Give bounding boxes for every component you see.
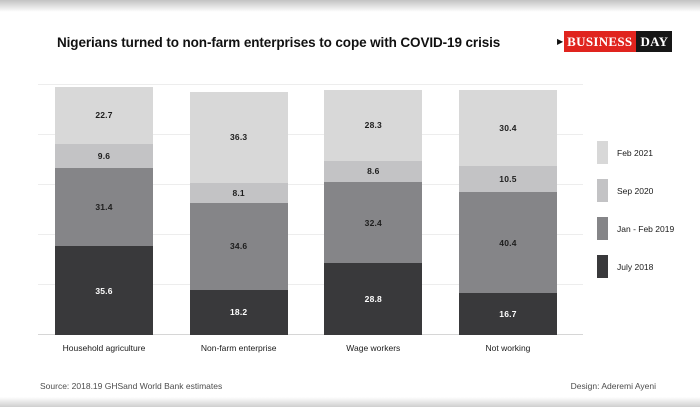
bar-segment: 32.4 [324, 182, 423, 263]
bar-not-working: 30.4 10.5 40.4 16.7 [458, 85, 557, 335]
source-note: Source: 2018.19 GHSand World Bank estima… [40, 381, 223, 391]
bar-segment: 40.4 [458, 192, 557, 294]
segment-value-label: 28.8 [364, 294, 382, 304]
bar-segment: 36.3 [189, 92, 288, 183]
legend-item-sep-2020: Sep 2020 [597, 179, 674, 202]
legend-label: Jan - Feb 2019 [617, 223, 675, 234]
bar-household-agriculture: 22.7 9.6 31.4 35.6 [55, 85, 153, 335]
legend: Feb 2021 Sep 2020 Jan - Feb 2019 July 2018 [597, 141, 674, 293]
category-label: Not working [485, 343, 531, 353]
category-label: Household agriculture [62, 343, 146, 353]
segment-value-label: 28.3 [364, 120, 382, 131]
gridline-100 [38, 84, 583, 85]
legend-label: Sep 2020 [617, 185, 654, 196]
bar-segment: 8.6 [324, 160, 423, 182]
bar-segment: 31.4 [55, 167, 153, 246]
segment-value-label: 18.2 [229, 307, 248, 318]
segment-value-label: 10.5 [499, 174, 517, 185]
bars-row: 22.7 9.6 31.4 35.6 36.3 8.1 34.6 18.2 28.3 8.6 32.… [38, 85, 583, 335]
legend-item-jan-feb-2019: Jan - Feb 2019 [597, 217, 674, 240]
bar-segment: 18.2 [189, 289, 288, 335]
plot-area: 22.7 9.6 31.4 35.6 36.3 8.1 34.6 18.2 28.3 8.6 32.… [38, 84, 583, 335]
gridline-40 [38, 234, 583, 235]
bar-segment: 34.6 [189, 203, 288, 290]
segment-value-label: 36.3 [229, 132, 248, 143]
bar-segment: 8.1 [189, 182, 288, 203]
legend-swatch [597, 141, 608, 164]
logo-arrow-icon: ▶ [557, 36, 564, 46]
bar-wage-workers: 28.3 8.6 32.4 28.8 [324, 85, 423, 335]
legend-swatch [597, 217, 608, 240]
bar-segment: 35.6 [55, 246, 153, 335]
segment-value-label: 35.6 [95, 285, 113, 296]
logo-business-text: BUSINESS [564, 31, 637, 52]
bar-segment: 28.8 [324, 263, 423, 335]
bar-non-farm-enterprise: 36.3 8.1 34.6 18.2 [189, 85, 288, 335]
legend-swatch [597, 255, 608, 278]
category-labels-row: Household agriculture Non-farm enterprise… [38, 343, 583, 353]
segment-value-label: 31.4 [95, 201, 113, 212]
top-edge-gradient [0, 0, 700, 12]
bar-segment: 10.5 [458, 166, 557, 193]
legend-label: July 2018 [617, 261, 654, 272]
legend-item-july-2018: July 2018 [597, 255, 674, 278]
logo-day-text: DAY [636, 31, 673, 52]
legend-label: Feb 2021 [617, 147, 653, 158]
segment-value-label: 34.6 [229, 241, 248, 252]
gridline-20 [38, 284, 583, 285]
design-credit: Design: Aderemi Ayeni [570, 381, 656, 391]
segment-value-label: 22.7 [95, 110, 113, 121]
bottom-edge-gradient [0, 397, 700, 407]
segment-value-label: 16.7 [499, 309, 517, 320]
segment-value-label: 9.6 [97, 150, 111, 161]
segment-value-label: 8.1 [232, 187, 245, 198]
segment-value-label: 32.4 [364, 217, 382, 228]
legend-item-feb-2021: Feb 2021 [597, 141, 674, 164]
category-label: Non-farm enterprise [200, 343, 277, 353]
gridline-60 [38, 184, 583, 185]
bar-segment: 28.3 [324, 89, 423, 161]
category-label: Wage workers [346, 343, 401, 353]
segment-value-label: 8.6 [367, 166, 380, 177]
businessday-logo: ▶ BUSINESS DAY [557, 31, 673, 52]
segment-value-label: 30.4 [499, 123, 517, 133]
gridline-0 [38, 334, 583, 335]
segment-value-label: 40.4 [499, 237, 517, 248]
bar-segment: 30.4 [458, 90, 557, 166]
legend-swatch [597, 179, 608, 202]
gridline-80 [38, 134, 583, 135]
bar-segment: 22.7 [55, 86, 153, 144]
chart-title: Nigerians turned to non-farm enterprises… [57, 35, 501, 50]
bar-segment: 16.7 [458, 293, 557, 335]
bar-segment: 9.6 [55, 143, 153, 168]
